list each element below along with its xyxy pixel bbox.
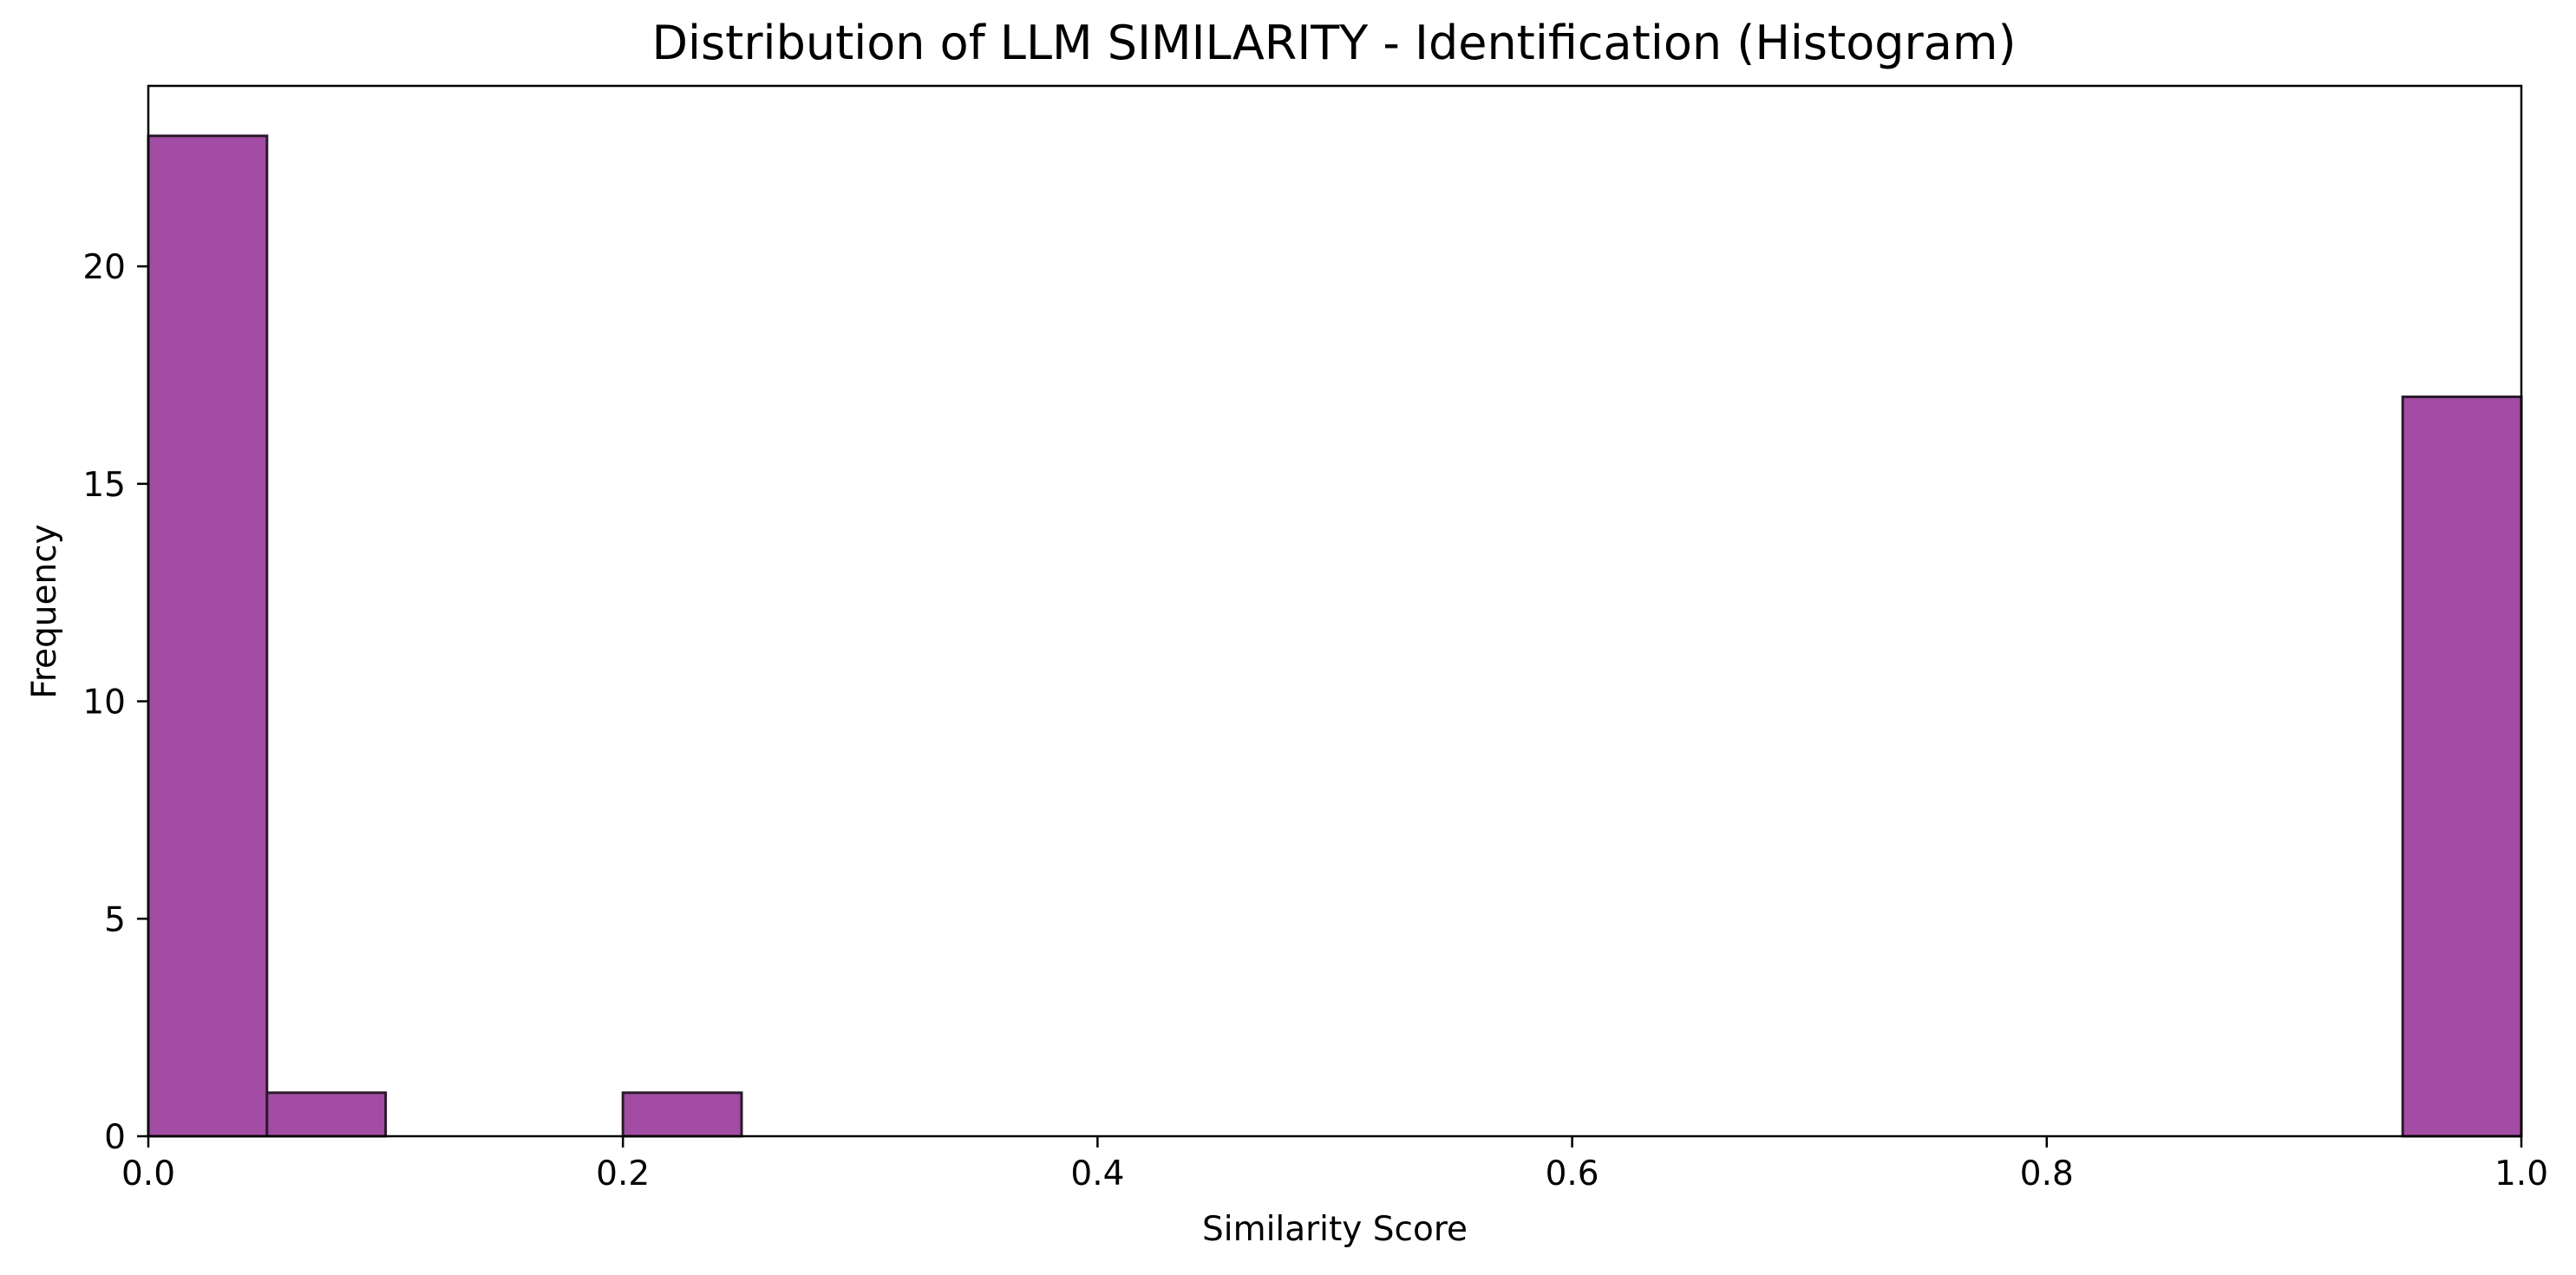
x-tick-label: 0.2 <box>596 1154 650 1193</box>
x-tick-label: 0.6 <box>1546 1154 1599 1193</box>
y-tick-label: 5 <box>104 900 126 939</box>
y-tick-label: 20 <box>82 248 126 287</box>
x-tick-label: 0.8 <box>2020 1154 2074 1193</box>
x-axis-label: Similarity Score <box>1202 1210 1468 1249</box>
y-axis-ticks: 0 5 10 15 20 <box>82 248 148 1157</box>
histogram-bar <box>147 134 269 1138</box>
y-axis-label: Frequency <box>25 524 64 698</box>
histogram-bar <box>265 1091 388 1138</box>
x-axis-ticks: 0.0 0.2 0.4 0.6 0.8 1.0 <box>121 1136 2548 1193</box>
y-tick-label: 10 <box>82 683 126 722</box>
histogram-bar <box>621 1091 743 1138</box>
chart-title: Distribution of LLM SIMILARITY - Identif… <box>651 16 2016 70</box>
plot-area-frame <box>147 84 2523 1138</box>
bars-layer <box>147 134 2523 1138</box>
y-tick-label: 0 <box>104 1118 126 1157</box>
x-tick-label: 0.4 <box>1070 1154 1124 1193</box>
y-tick-label: 15 <box>82 466 126 505</box>
histogram-bar <box>2401 396 2523 1138</box>
x-tick-label: 0.0 <box>121 1154 175 1193</box>
x-tick-label: 1.0 <box>2494 1154 2548 1193</box>
